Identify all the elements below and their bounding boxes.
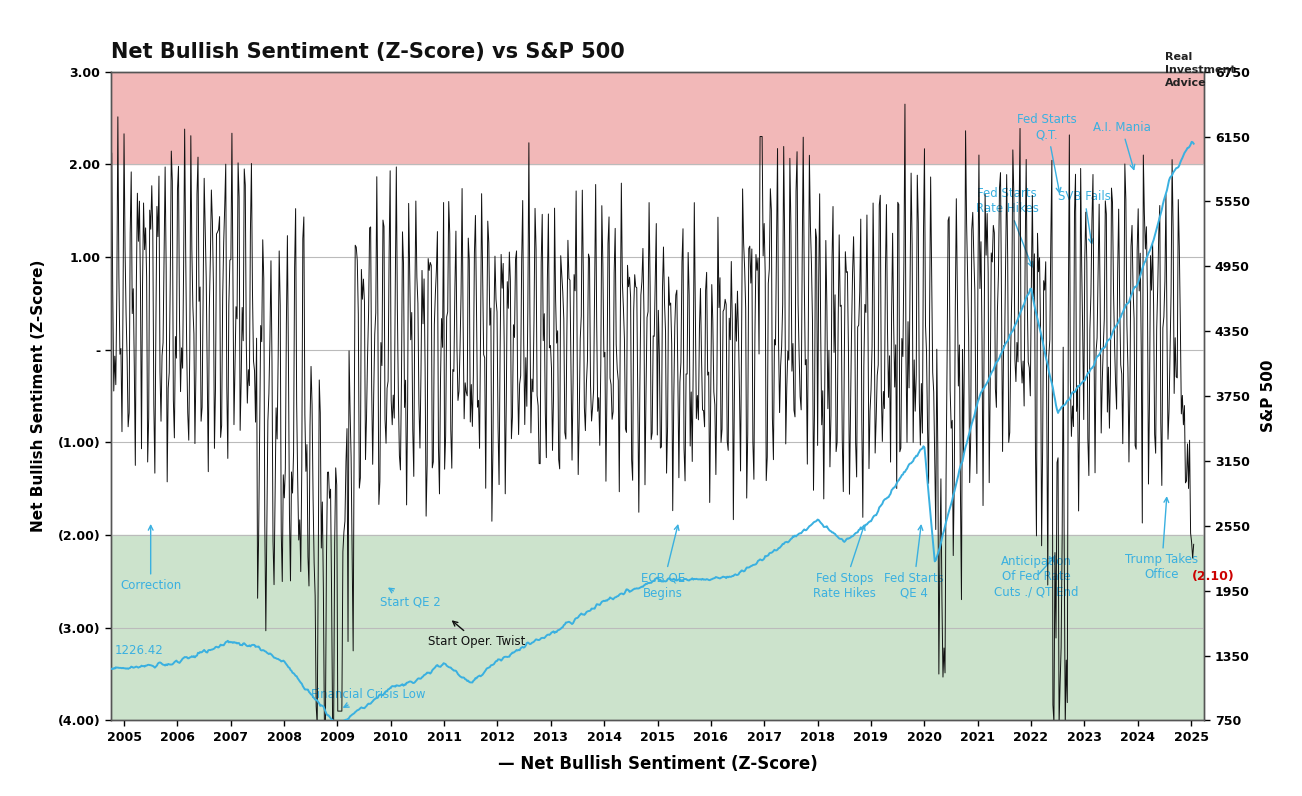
Text: Start Oper. Twist: Start Oper. Twist — [428, 621, 526, 648]
Text: SVB Fails: SVB Fails — [1057, 190, 1111, 244]
Text: Fed Starts
Q.T.: Fed Starts Q.T. — [1017, 113, 1077, 193]
Text: Fed Stops
Rate Hikes: Fed Stops Rate Hikes — [812, 525, 876, 600]
Bar — [111, 72, 1204, 164]
Text: 1226.42: 1226.42 — [115, 645, 163, 657]
Text: Start QE 2: Start QE 2 — [380, 588, 441, 608]
Y-axis label: S&P 500: S&P 500 — [1260, 360, 1276, 432]
Text: Fed Starts
Rate Hikes: Fed Starts Rate Hikes — [975, 187, 1039, 267]
Text: Trump Takes
Office: Trump Takes Office — [1125, 498, 1198, 581]
Text: Real
Investment
Advice: Real Investment Advice — [1165, 52, 1236, 88]
Text: Fed Starts
QE 4: Fed Starts QE 4 — [884, 525, 944, 600]
Text: (2.10): (2.10) — [1193, 570, 1234, 583]
X-axis label: — Net Bullish Sentiment (Z-Score): — Net Bullish Sentiment (Z-Score) — [497, 755, 818, 773]
Bar — [111, 535, 1204, 720]
Text: ECB QE
Begins: ECB QE Begins — [641, 525, 685, 600]
Text: Correction: Correction — [120, 525, 181, 592]
Text: Financial Crisis Low: Financial Crisis Low — [311, 688, 426, 707]
Y-axis label: Net Bullish Sentiment (Z-Score): Net Bullish Sentiment (Z-Score) — [31, 259, 47, 533]
Text: Net Bullish Sentiment (Z-Score) vs S&P 500: Net Bullish Sentiment (Z-Score) vs S&P 5… — [111, 41, 625, 62]
Text: A.I. Mania: A.I. Mania — [1092, 121, 1151, 170]
Text: Anticipation
Of Fed Rate
Cuts ./ QT End: Anticipation Of Fed Rate Cuts ./ QT End — [993, 556, 1078, 599]
